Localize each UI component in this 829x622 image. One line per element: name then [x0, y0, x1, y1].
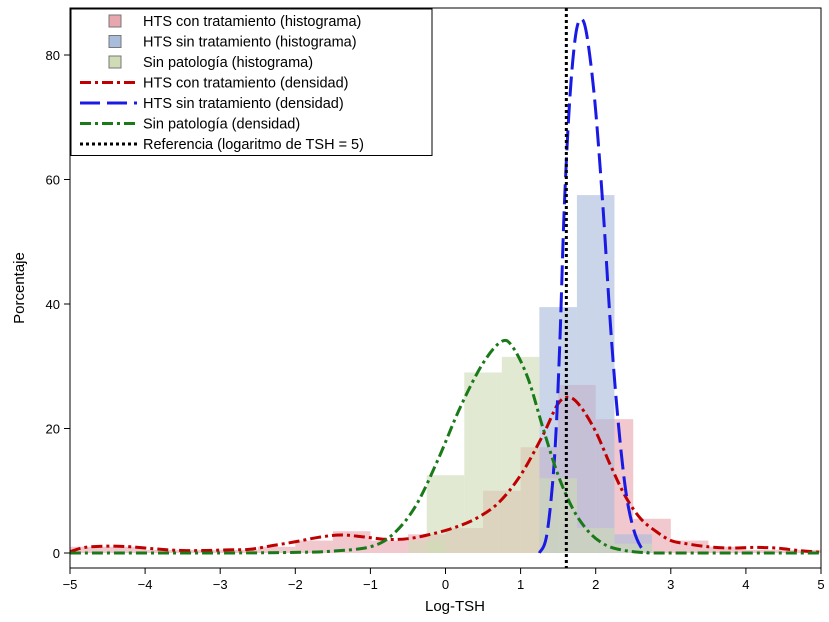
- density-curves: [70, 17, 821, 555]
- density-curve-3: [70, 338, 821, 555]
- x-tick-label: 2: [592, 577, 599, 592]
- x-tick-label: 1: [517, 577, 524, 592]
- legend-label: HTS sin tratamiento (histograma): [143, 35, 357, 51]
- density-curve-1: [70, 395, 821, 554]
- legend-label: Sin patología (densidad): [143, 117, 300, 133]
- density-curve-2: [537, 17, 650, 555]
- y-axis-ticks: 0 20 40 60 80: [46, 48, 70, 561]
- histogram-bar-3-6: [576, 528, 615, 553]
- histogram-bar-3-2: [426, 475, 465, 553]
- legend-swatch: [108, 14, 122, 28]
- legend-label: HTS con tratamiento (densidad): [143, 76, 349, 92]
- legend-label: Referencia (logaritmo de TSH = 5): [143, 137, 364, 153]
- y-tick-label: 80: [46, 48, 60, 63]
- x-tick-label: −1: [363, 577, 378, 592]
- legend-swatch: [108, 35, 122, 48]
- y-tick-label: 60: [46, 173, 60, 188]
- histogram-bar-3-3: [464, 372, 502, 553]
- legend-label: HTS con tratamiento (histograma): [143, 14, 361, 30]
- histogram-bar-3-4: [501, 356, 540, 553]
- x-axis-label: Log-TSH: [425, 598, 485, 615]
- histogram-bar-1-19: [745, 549, 784, 553]
- legend-label: HTS sin tratamiento (densidad): [143, 96, 344, 112]
- histogram-bar-1-9: [370, 540, 408, 553]
- histogram-bar-1-5: [220, 549, 258, 553]
- histogram-bar-3-7: [614, 543, 653, 553]
- histogram-bar-1-6: [257, 546, 296, 553]
- histogram-bars: [70, 195, 821, 553]
- x-tick-label: −2: [288, 577, 303, 592]
- y-axis-label: Porcentaje: [11, 252, 28, 324]
- histogram-bar-1-2: [107, 546, 146, 553]
- histogram-bar-1-18: [708, 546, 746, 553]
- x-tick-label: −4: [138, 577, 153, 592]
- histogram-bar-2-2: [576, 195, 615, 553]
- x-tick-label: −3: [213, 577, 228, 592]
- x-axis-ticks: −5 −4 −3 −2 −1 0 1 2 3 4 5: [63, 568, 825, 592]
- legend-swatch: [108, 55, 122, 69]
- y-tick-label: 0: [53, 546, 60, 561]
- legend-label: Sin patología (histograma): [143, 55, 313, 71]
- x-tick-label: 0: [442, 577, 449, 592]
- histogram-bar-1-7: [295, 540, 333, 553]
- x-tick-label: 3: [667, 577, 674, 592]
- x-tick-label: 5: [817, 577, 824, 592]
- y-tick-label: 40: [46, 297, 60, 312]
- legend: HTS con tratamiento (histograma) HTS sin …: [70, 8, 433, 156]
- x-tick-label: 4: [742, 577, 749, 592]
- x-tick-label: −5: [63, 577, 78, 592]
- y-tick-label: 20: [46, 422, 60, 437]
- histogram-bar-1-3: [145, 549, 183, 553]
- histogram-bar-1-1: [70, 546, 108, 553]
